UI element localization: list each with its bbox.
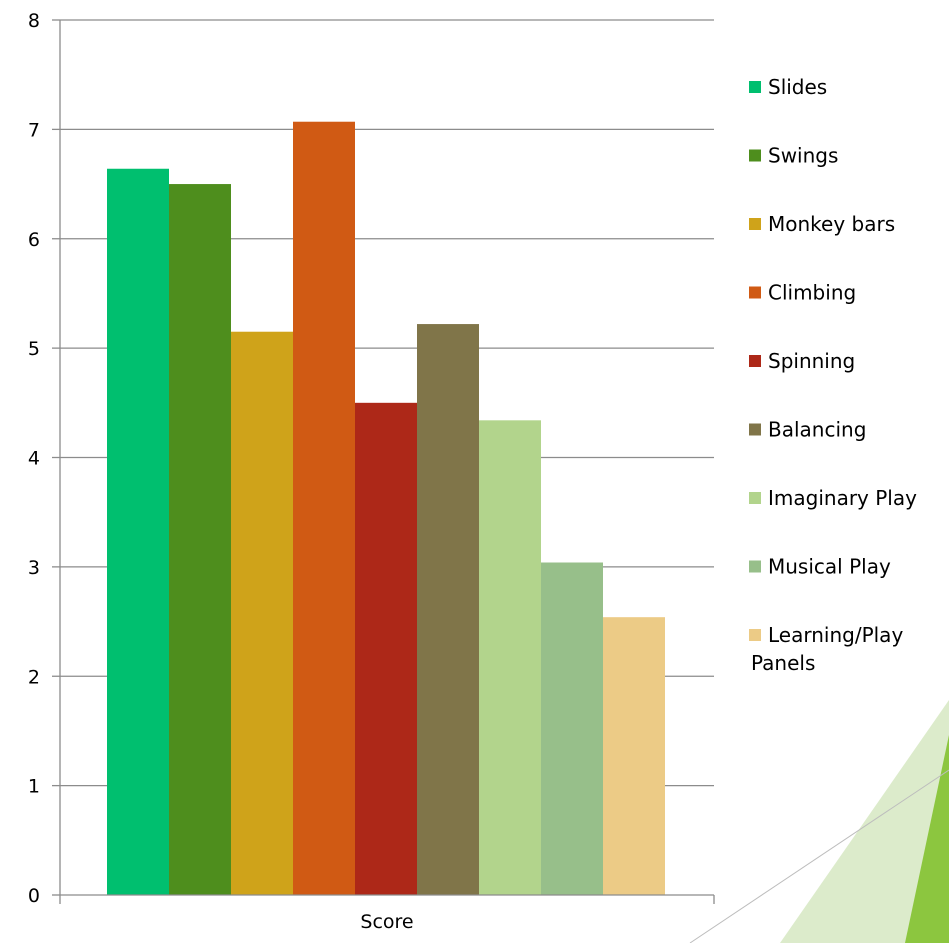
bar-musical-play [541,562,603,895]
legend-label-monkey-bars: Monkey bars [768,212,895,236]
x-category-label: Score [360,911,413,933]
bar-slides [107,168,169,895]
legend-swatch-climbing [749,286,761,299]
y-tick-labels: 0 1 2 3 4 5 6 7 8 [28,10,40,907]
corner-decoration-line [689,769,949,943]
legend-label-musical-play: Musical Play [768,555,891,579]
y-tick-label: 6 [28,229,40,251]
axes [59,20,715,904]
legend: Slides Swings Monkey bars Climbing Spinning B… [749,75,917,675]
legend-label-imaginary-play: Imaginary Play [768,486,917,510]
legend-swatch-monkey-bars [749,218,761,230]
corner-decoration [689,700,949,943]
y-tick-label: 4 [28,448,40,470]
legend-swatch-swings [749,149,761,162]
bars [107,121,665,895]
legend-label-spinning: Spinning [768,349,855,373]
y-tick-label: 5 [28,338,40,360]
bar-monkey-bars [231,331,293,895]
y-tick-label: 1 [28,776,40,798]
legend-swatch-spinning [749,355,761,367]
legend-label-slides: Slides [768,75,827,99]
legend-label-climbing: Climbing [768,281,856,305]
legend-label-balancing: Balancing [768,418,866,442]
bar-learning-play-panels [603,617,665,895]
bar-swings [169,184,231,895]
bar-imaginary-play [479,420,541,895]
legend-label-learning-play-panels: Learning/Play Panels [751,623,903,675]
corner-decoration-green [905,735,949,943]
legend-swatch-learning-play-panels [749,629,761,641]
bar-balancing [417,324,479,895]
bar-spinning [355,402,417,895]
y-tick-label: 7 [28,119,40,141]
y-tick-label: 2 [28,666,40,688]
legend-label-swings: Swings [768,144,838,168]
legend-swatch-imaginary-play [749,492,761,504]
legend-swatch-musical-play [749,560,761,573]
y-tick-label: 3 [28,557,40,579]
corner-decoration-light [780,700,949,943]
y-tick-label: 0 [28,885,40,907]
y-tick-label: 8 [28,10,40,32]
bar-climbing [293,121,355,895]
legend-swatch-balancing [749,423,761,436]
legend-swatch-slides [749,81,761,93]
